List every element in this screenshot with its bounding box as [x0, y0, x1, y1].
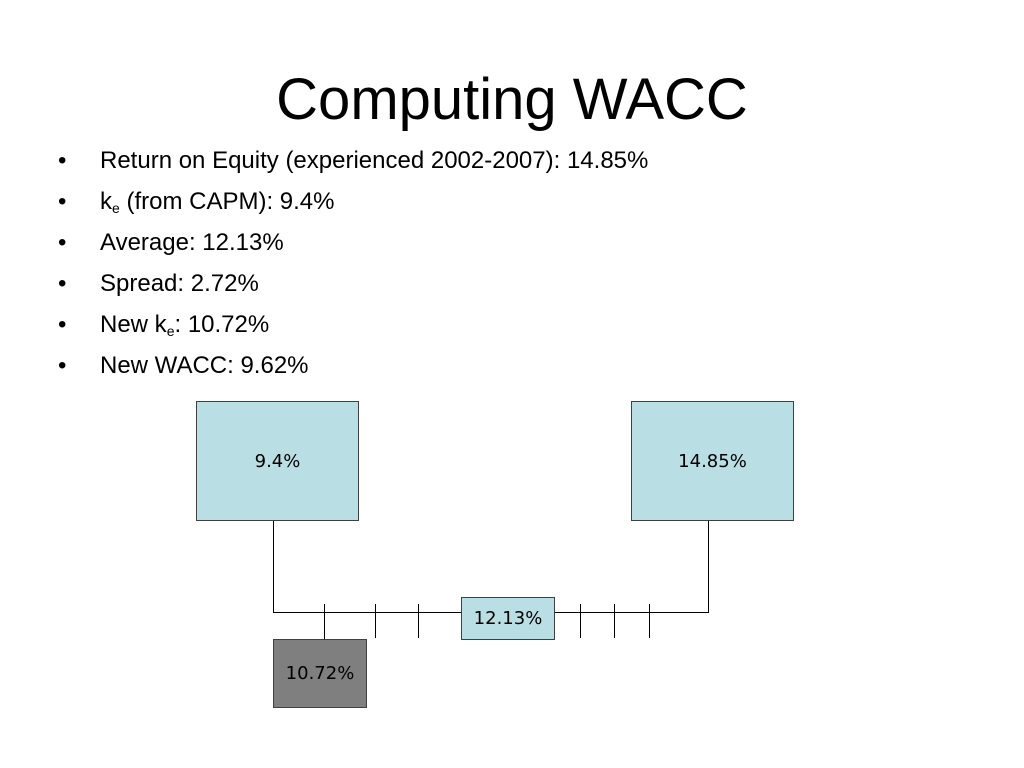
left-connector-vertical — [273, 520, 274, 613]
list-item: • ke (from CAPM): 9.4% — [58, 181, 648, 222]
scale-tick — [324, 604, 325, 639]
bullet-text: Average: 12.13% — [100, 229, 284, 256]
bullet-marker: • — [58, 147, 67, 174]
scale-tick — [614, 604, 615, 638]
list-item: • Return on Equity (experienced 2002-2007… — [58, 140, 648, 181]
return-on-equity-box: 14.85% — [631, 401, 794, 521]
bullet-text-post: (from CAPM): 9.4% — [119, 188, 335, 215]
bullet-marker: • — [58, 352, 67, 379]
capm-cost-of-equity-box: 9.4% — [196, 401, 359, 521]
bullet-text: Return on Equity (experienced 2002-2007)… — [100, 147, 649, 174]
list-item: • New ke: 10.72% — [58, 304, 648, 345]
bullet-text-pre: New k — [100, 311, 167, 338]
bullet-text-subscript: e — [166, 323, 175, 339]
bullet-text: Spread: 2.72% — [100, 270, 259, 297]
list-item: • Spread: 2.72% — [58, 263, 648, 304]
list-item: • New WACC: 9.62% — [58, 345, 648, 386]
average-box: 12.13% — [461, 597, 555, 640]
list-item: • Average: 12.13% — [58, 222, 648, 263]
bullet-text-post: : 10.72% — [174, 311, 270, 338]
page-title: Computing WACC — [276, 67, 748, 132]
bullet-text-subscript: e — [112, 200, 120, 216]
bullet-text: ke (from CAPM): 9.4% — [100, 188, 335, 215]
bullet-text-pre: k — [100, 188, 112, 215]
scale-tick — [580, 604, 581, 638]
right-connector-vertical — [708, 520, 709, 613]
bullet-text: New WACC: 9.62% — [100, 352, 309, 379]
bullet-marker: • — [58, 188, 67, 215]
bullet-marker: • — [58, 229, 67, 256]
scale-tick — [418, 604, 419, 638]
new-cost-of-equity-box: 10.72% — [273, 639, 367, 708]
bullet-marker: • — [58, 311, 67, 338]
scale-tick — [649, 604, 650, 638]
bullet-list: • Return on Equity (experienced 2002-2007… — [58, 140, 648, 386]
scale-tick — [375, 604, 376, 638]
bullet-marker: • — [58, 270, 67, 297]
bullet-text: New ke: 10.72% — [100, 311, 269, 338]
